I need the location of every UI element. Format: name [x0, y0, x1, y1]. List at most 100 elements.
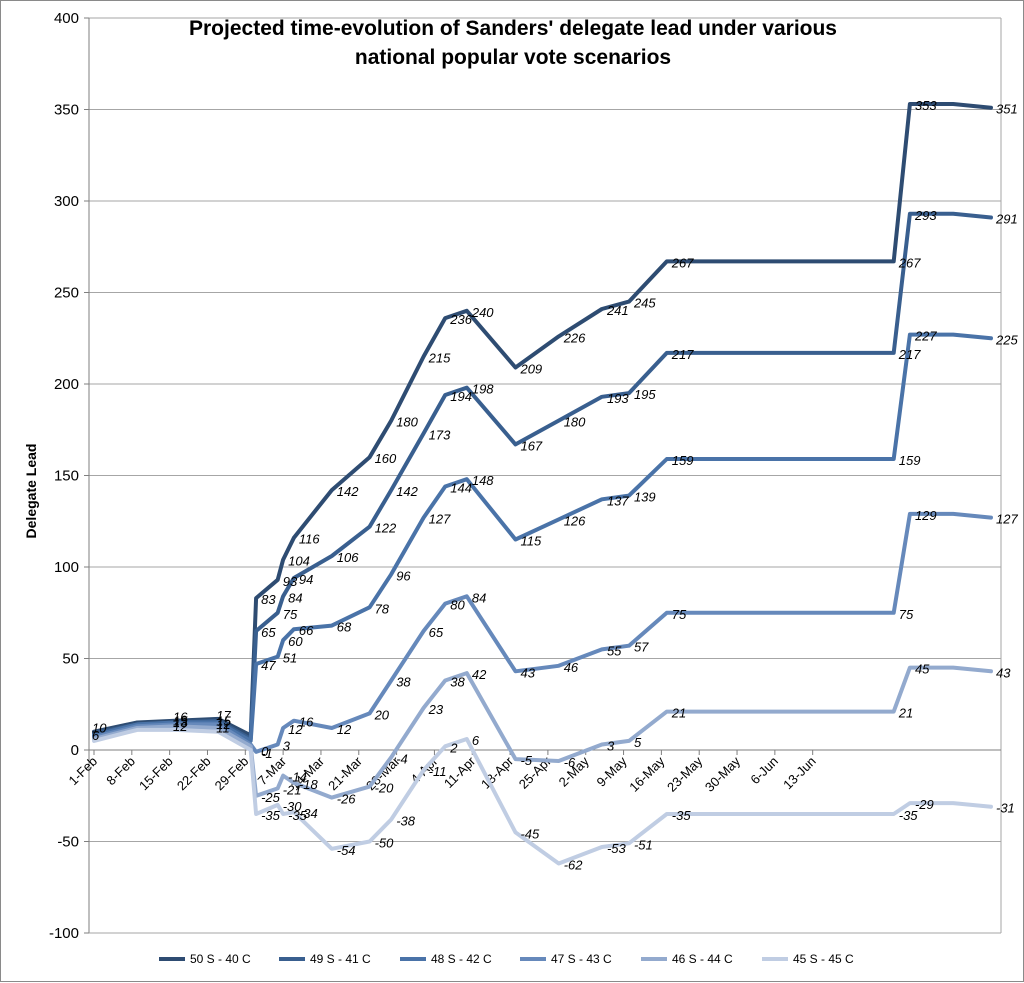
data-label: 38: [396, 674, 411, 689]
x-tick-label: 6-Jun: [747, 754, 781, 788]
data-label: 11: [216, 721, 230, 736]
data-label: 80: [450, 598, 465, 613]
data-label: 159: [899, 453, 921, 468]
data-label: 12: [173, 719, 188, 734]
data-label: 68: [337, 620, 352, 635]
data-label: 241: [606, 303, 629, 318]
data-label: -1: [261, 746, 273, 761]
data-label: 127: [996, 512, 1018, 527]
data-label: 160: [375, 451, 397, 466]
data-label: 115: [520, 534, 541, 549]
data-label: 227: [914, 329, 937, 344]
data-label: 217: [671, 347, 694, 362]
data-label: 84: [472, 590, 486, 605]
data-label: 180: [564, 415, 586, 430]
data-label: 75: [283, 607, 298, 622]
y-axis-label: Delegate Lead: [23, 444, 39, 539]
chart-title-line-1: Projected time-evolution of Sanders' del…: [189, 17, 837, 40]
data-label: -26: [337, 792, 357, 807]
x-tick-label: 22-Feb: [174, 754, 214, 794]
data-label: 21: [898, 706, 913, 721]
x-tick-label: 29-Feb: [212, 754, 252, 794]
legend-entry: 47 S - 43 C: [551, 952, 612, 966]
data-label: 96: [396, 568, 411, 583]
x-tick-label: 15-Feb: [136, 754, 176, 794]
data-label: 167: [520, 438, 542, 453]
data-label: 142: [396, 484, 418, 499]
data-label: 106: [337, 550, 359, 565]
data-label: 6: [472, 733, 480, 748]
data-label: -62: [564, 857, 584, 872]
data-label: 209: [519, 362, 542, 377]
data-label: 159: [672, 453, 694, 468]
y-tick-label: 350: [54, 102, 79, 119]
data-label: -45: [520, 826, 540, 841]
data-label: 291: [995, 211, 1018, 226]
data-label: 267: [898, 255, 921, 270]
data-label: 43: [996, 665, 1011, 680]
series-line: [92, 102, 993, 738]
data-label: 65: [429, 625, 444, 640]
data-label: 20: [374, 707, 390, 722]
data-label: 0: [261, 744, 269, 759]
data-label: 173: [429, 427, 451, 442]
data-label: 236: [449, 312, 472, 327]
y-tick-label: 100: [54, 559, 79, 576]
x-tick-label: 8-Feb: [103, 754, 138, 789]
data-label: 16: [299, 715, 314, 730]
data-label: 148: [472, 473, 494, 488]
data-label: 78: [375, 601, 390, 616]
x-tick-label: 23-May: [664, 753, 706, 795]
data-label: 139: [634, 490, 656, 505]
data-label: 127: [429, 512, 451, 527]
legend-entry: 50 S - 40 C: [190, 952, 251, 966]
data-label: 15: [173, 713, 188, 728]
data-label: 122: [375, 521, 397, 536]
data-label: 267: [671, 255, 694, 270]
data-label: 16: [173, 710, 188, 725]
data-label: 45: [915, 662, 930, 677]
data-label: 193: [607, 391, 629, 406]
data-label: 12: [288, 722, 303, 737]
data-label: 66: [299, 623, 314, 638]
data-label: 83: [261, 592, 276, 607]
data-label: -35: [261, 808, 281, 823]
data-label: 351: [996, 102, 1018, 117]
data-label: 144: [450, 480, 472, 495]
data-label: 43: [520, 665, 535, 680]
legend: 50 S - 40 C 49 S - 41 C 48 S - 42 C 47 S - …: [159, 952, 854, 966]
data-label: 2: [449, 740, 458, 755]
data-label: 51: [283, 651, 297, 666]
data-label: 116: [299, 532, 320, 547]
data-label: -20: [375, 781, 395, 796]
x-tick-label: 9-May: [594, 753, 630, 789]
y-tick-label: 0: [71, 742, 79, 759]
data-label: -31: [996, 801, 1015, 816]
data-label: 195: [634, 387, 656, 402]
y-tick-label: 250: [54, 285, 79, 302]
data-label: 12: [216, 717, 231, 732]
data-label: 15: [216, 713, 231, 728]
x-tick-label: 30-May: [702, 753, 744, 795]
data-label: 75: [899, 607, 914, 622]
data-label: -35: [672, 808, 692, 823]
data-label: 57: [634, 640, 649, 655]
data-label: 142: [337, 484, 359, 499]
data-label: 75: [672, 607, 687, 622]
data-label: -11: [429, 764, 447, 779]
legend-entry: 48 S - 42 C: [431, 952, 492, 966]
data-label: 225: [995, 332, 1018, 347]
y-tick-label: -100: [49, 925, 79, 942]
y-tick-label: 300: [54, 193, 79, 210]
data-label: -38: [396, 814, 416, 829]
data-label: -50: [375, 836, 395, 851]
data-label: 240: [471, 305, 494, 320]
data-label: 215: [428, 351, 451, 366]
data-label: 38: [450, 674, 465, 689]
chart-title: Projected time-evolution of Sanders' del…: [189, 17, 837, 69]
data-label: 46: [564, 660, 579, 675]
data-label: 180: [396, 415, 418, 430]
data-label: 3: [607, 739, 615, 754]
